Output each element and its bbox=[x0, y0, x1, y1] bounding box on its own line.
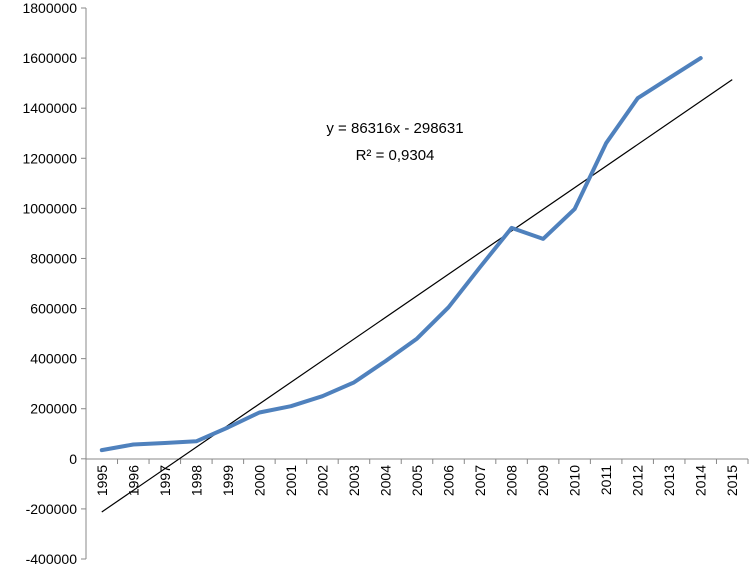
data-point bbox=[637, 97, 639, 99]
data-point bbox=[542, 238, 544, 240]
y-tick-label: 1400000 bbox=[22, 100, 77, 116]
data-point bbox=[164, 442, 166, 444]
x-tick-label: 2000 bbox=[251, 465, 267, 496]
trendline-equation: y = 86316x - 298631 bbox=[326, 120, 463, 137]
data-point bbox=[605, 142, 607, 144]
y-axis: -400000 -200000 0 200000 400000 600000 800000 1… bbox=[22, 0, 87, 566]
series-group bbox=[99, 56, 703, 453]
trendline-annotation: y = 86316x - 298631 R² = 0,9304 bbox=[326, 120, 463, 164]
data-point bbox=[384, 360, 386, 362]
x-tick-label: 2011 bbox=[598, 465, 614, 495]
data-point bbox=[321, 395, 323, 397]
y-tick-label: 0 bbox=[69, 451, 77, 467]
data-point bbox=[195, 440, 197, 442]
x-tick-label: 1998 bbox=[188, 465, 204, 496]
data-point bbox=[258, 411, 260, 413]
x-tick-label: 2005 bbox=[409, 465, 425, 496]
data-point bbox=[353, 381, 355, 383]
y-tick-label: 1200000 bbox=[22, 150, 77, 166]
y-tick-label: -200000 bbox=[26, 501, 78, 517]
x-axis: 1995 1996 1997 1998 1999 2000 2001 2002 2003 2004… bbox=[85, 458, 749, 496]
series-line bbox=[99, 56, 703, 453]
x-tick-label: 1999 bbox=[220, 465, 236, 496]
y-tick-label: 1600000 bbox=[22, 50, 77, 66]
x-tick-label: 2015 bbox=[724, 465, 740, 496]
x-tick-label: 2007 bbox=[472, 465, 488, 496]
data-point bbox=[479, 266, 481, 268]
data-point bbox=[448, 306, 450, 308]
x-tick-label: 2013 bbox=[661, 465, 677, 496]
trendline-line bbox=[101, 79, 733, 513]
x-tick-label: 2002 bbox=[314, 465, 330, 496]
trendline bbox=[101, 79, 733, 513]
x-tick-label: 1995 bbox=[94, 465, 110, 496]
x-tick-label: 1997 bbox=[157, 465, 173, 496]
x-tick-label: 2008 bbox=[504, 465, 520, 496]
data-point bbox=[416, 338, 418, 340]
data-point bbox=[290, 405, 292, 407]
y-tick-label: 1000000 bbox=[22, 200, 77, 216]
y-tick-label: 200000 bbox=[30, 401, 77, 417]
x-tick-label: 2010 bbox=[567, 465, 583, 496]
y-tick-label: 1800000 bbox=[22, 0, 77, 16]
x-tick-label: 2004 bbox=[377, 465, 393, 496]
x-tick-label: 2003 bbox=[346, 465, 362, 496]
x-tick-label: 2012 bbox=[630, 465, 646, 496]
data-point bbox=[101, 449, 103, 451]
x-tick-label: 2006 bbox=[441, 465, 457, 496]
y-tick-label: 800000 bbox=[30, 250, 77, 266]
x-tick-label: 1996 bbox=[125, 465, 141, 496]
trendline-r-squared: R² = 0,9304 bbox=[356, 147, 435, 164]
data-point bbox=[700, 57, 702, 59]
data-point bbox=[668, 77, 670, 79]
data-point bbox=[574, 208, 576, 210]
data-point bbox=[511, 227, 513, 229]
x-tick-label: 2009 bbox=[535, 465, 551, 496]
y-tick-label: 600000 bbox=[30, 301, 77, 317]
y-tick-label: 400000 bbox=[30, 351, 77, 367]
x-tick-label: 2001 bbox=[283, 465, 299, 496]
data-point bbox=[227, 427, 229, 429]
data-point bbox=[132, 444, 134, 446]
x-tick-label: 2014 bbox=[693, 465, 709, 496]
y-tick-label: -400000 bbox=[26, 551, 78, 566]
